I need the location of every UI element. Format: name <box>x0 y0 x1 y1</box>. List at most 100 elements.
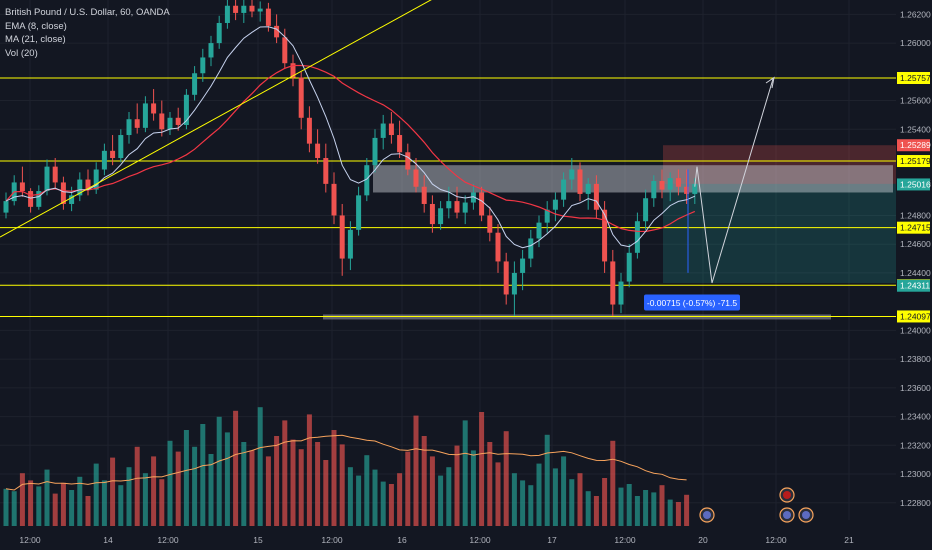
price-tick-label: 1.25400 <box>900 124 931 134</box>
volume-bar <box>274 436 280 526</box>
risk-zone <box>663 145 896 184</box>
volume-bar <box>413 415 419 526</box>
volume-bar <box>356 475 362 526</box>
volume-bar <box>585 491 591 526</box>
price-tick-label: 1.23800 <box>900 354 931 364</box>
level-tag <box>897 72 930 84</box>
volume-bar <box>265 456 271 526</box>
candle-body <box>183 94 189 125</box>
candle-body <box>19 182 25 192</box>
candle-body <box>397 135 403 153</box>
volume-bar <box>593 496 599 526</box>
drawing-tools[interactable]: -0.00715 (-0.57%) -71.5 <box>0 0 814 523</box>
price-tick-label: 1.23400 <box>900 412 931 422</box>
volume-bar <box>3 488 9 526</box>
candle-body <box>356 195 362 230</box>
time-axis[interactable]: 12:00 14 12:00 15 12:00 16 12:00 17 12:00 20 12:00… <box>0 530 896 550</box>
candle-body <box>60 182 66 204</box>
volume-bar <box>347 467 353 526</box>
volume-bar <box>569 479 575 526</box>
indicator-lines <box>5 26 696 249</box>
candle-body <box>487 215 493 233</box>
volume-bar <box>134 446 140 526</box>
candle-body <box>372 137 378 166</box>
candle-body <box>659 180 665 190</box>
candle-body <box>347 229 353 259</box>
price-tick-label: 1.26000 <box>900 38 931 48</box>
price-tag <box>897 178 930 191</box>
candle-body <box>233 5 239 13</box>
candle-body <box>110 150 116 159</box>
candle-body <box>577 169 583 194</box>
candle-body <box>339 215 345 259</box>
volume-bar <box>282 420 288 526</box>
projection-path <box>694 78 774 284</box>
symbol-title: British Pound / U.S. Dollar, 60, OANDA <box>5 7 170 18</box>
candle-body <box>142 103 148 128</box>
ema-legend[interactable]: EMA (8, close) <box>5 20 67 32</box>
volume-bar <box>216 416 222 526</box>
volume-bar <box>298 449 304 526</box>
volume-bar <box>60 482 66 526</box>
volume-bar <box>257 407 263 526</box>
time-tick-label: 12:00 <box>765 535 787 545</box>
time-tick-label: 12:00 <box>157 535 179 545</box>
volume-bar <box>241 442 247 526</box>
candle-body <box>77 179 83 196</box>
candle-body <box>602 209 608 262</box>
price-tick-label: 1.22800 <box>900 498 931 508</box>
volume-bar <box>200 424 206 526</box>
candle-body <box>585 183 591 194</box>
ma-legend[interactable]: MA (21, close) <box>5 34 66 45</box>
volume-bar <box>643 490 649 526</box>
candle-body <box>265 8 271 26</box>
candle-body <box>224 5 230 23</box>
candle-body <box>503 261 509 295</box>
flag-icon <box>783 511 791 519</box>
candle-body <box>282 37 288 64</box>
candle-body <box>274 25 280 38</box>
volume-legend[interactable]: Vol (20) <box>5 47 38 59</box>
volume-bar <box>380 481 386 526</box>
time-tick-label: 20 <box>698 535 708 545</box>
level-tag <box>897 221 930 234</box>
price-tick-label: 1.24000 <box>900 325 931 335</box>
volume-bar <box>19 473 25 526</box>
volume-bar <box>479 412 485 526</box>
level-tag-label: 1.25179 <box>900 156 931 166</box>
candle-body <box>331 183 337 216</box>
candle-body <box>561 179 567 200</box>
price-tag <box>897 279 930 292</box>
volume-bar <box>528 485 534 526</box>
candle-body <box>380 123 386 138</box>
flag-icon <box>802 511 810 519</box>
price-tag-label: 1.25016 <box>900 179 931 189</box>
price-axis[interactable]: 1.262001.260001.256001.254001.250331.248… <box>896 0 932 550</box>
candle-body <box>421 186 427 204</box>
candle-body <box>167 117 173 130</box>
time-tick-label: 12:00 <box>321 535 343 545</box>
volume-bar <box>618 487 624 526</box>
candle-body <box>52 166 58 183</box>
volume-bar <box>634 496 640 526</box>
flag-icon <box>783 491 791 499</box>
volume-bar <box>290 439 296 526</box>
level-tag <box>897 155 930 168</box>
volume-bar <box>192 446 198 526</box>
candle-body <box>569 169 575 180</box>
candle-body <box>470 192 476 203</box>
volume-bar <box>323 460 329 526</box>
candle-body <box>200 57 206 74</box>
candle-body <box>134 119 140 128</box>
candle-body <box>610 261 616 305</box>
volume-bar <box>159 479 165 526</box>
volume-bar <box>52 493 58 526</box>
volume-bar <box>429 456 435 526</box>
horizontal-levels[interactable] <box>0 77 896 317</box>
candle-body <box>643 198 649 222</box>
candle-body <box>159 113 165 130</box>
level-tag-label: 1.24097 <box>900 311 931 321</box>
time-tick-label: 12:00 <box>19 535 41 545</box>
candle-body <box>536 222 542 239</box>
